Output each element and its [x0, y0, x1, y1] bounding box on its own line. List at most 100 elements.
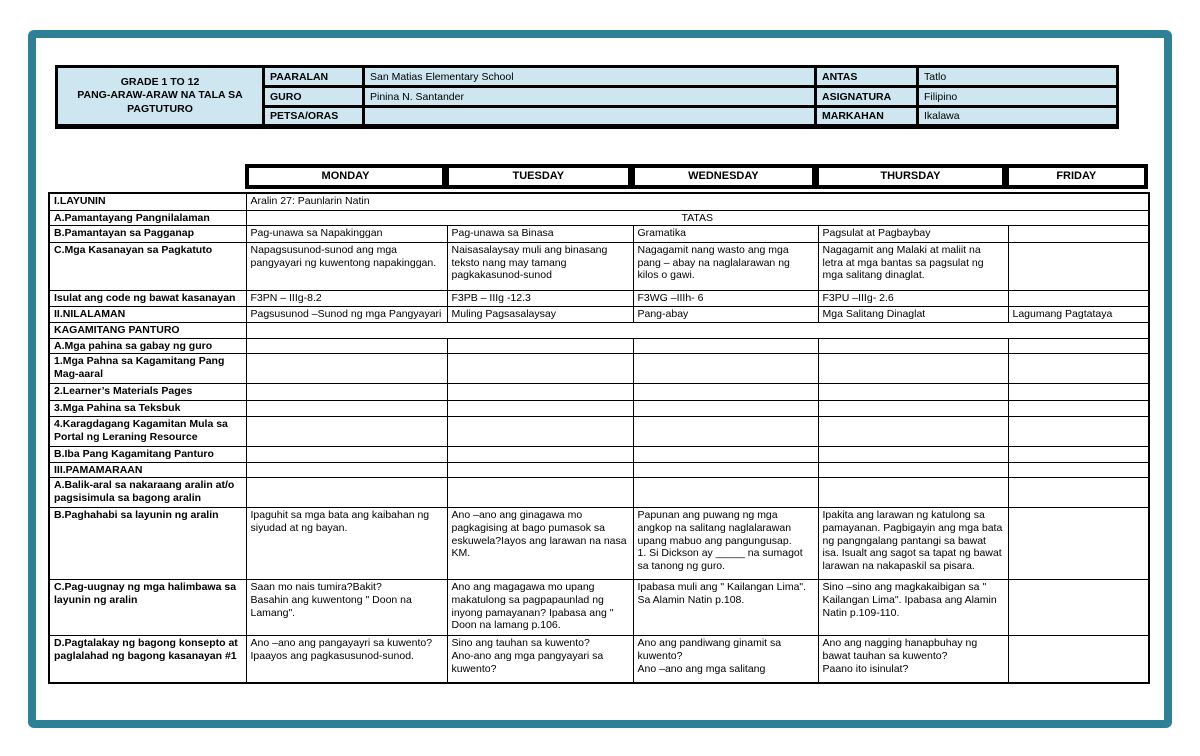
field-label-paaralan: PAARALAN — [262, 65, 365, 88]
row-label: II.NILALAMAN — [48, 306, 247, 323]
table-row: 1.Mga Pahna sa Kagamitang Pang Mag-aaral — [48, 353, 1150, 385]
day-header-wednesday: WEDNESDAY — [634, 168, 813, 185]
field-label-markahan: MARKAHAN — [814, 105, 919, 128]
table-row: 4.Karagdagang Kagamitan Mula sa Portal n… — [48, 416, 1150, 448]
day-cell: Napagsusunod-sunod ang mga pangyayari ng… — [245, 242, 448, 292]
day-cell — [632, 416, 819, 448]
day-cell: Ano ang magagawa mo upang makatulong sa … — [446, 579, 634, 637]
day-cell — [245, 446, 448, 463]
field-value-markahan: Ikalawa — [916, 105, 1119, 128]
row-label: KAGAMITANG PANTURO — [48, 321, 247, 339]
day-cell: Pang-abay — [632, 306, 819, 323]
table-row: III.PAMAMARAAN — [48, 461, 1150, 479]
row-span-cell: TATAS — [245, 209, 1150, 227]
day-cell — [1007, 635, 1150, 684]
field-label-petsa-oras: PETSA/ORAS — [262, 105, 365, 128]
day-cell: F3PN – IIIg-8.2 — [245, 290, 448, 308]
day-cell: Pag-unawa sa Napakinggan — [245, 225, 448, 244]
day-cell — [446, 461, 634, 479]
day-cell: Gramatika — [632, 225, 819, 244]
row-label: 3.Mga Pahina sa Teksbuk — [48, 400, 247, 418]
table-row: I.LAYUNIN Aralin 27: Paunlarin Natin — [48, 192, 1150, 211]
day-cell — [446, 446, 634, 463]
day-cell — [1007, 477, 1150, 509]
row-span-cell — [245, 321, 1150, 339]
day-cell — [1007, 507, 1150, 581]
row-label: 1.Mga Pahna sa Kagamitang Pang Mag-aaral — [48, 353, 247, 385]
day-cell — [632, 477, 819, 509]
row-label: D.Pagtalakay ng bagong konsepto at pagla… — [48, 635, 247, 684]
day-cell — [245, 353, 448, 385]
day-cell — [245, 477, 448, 509]
day-cell — [1007, 225, 1150, 244]
header-row: PETSA/ORAS MARKAHAN Ikalawa — [57, 105, 1119, 128]
table-row: B.Iba Pang Kagamitang Panturo — [48, 446, 1150, 463]
day-cell — [817, 383, 1009, 402]
day-cell — [1007, 461, 1150, 479]
table-row: A.Balik-aral sa nakaraang aralin at/o pa… — [48, 477, 1150, 509]
day-cell — [446, 477, 634, 509]
field-value-asignatura: Filipino — [916, 85, 1119, 108]
day-cell — [1007, 242, 1150, 292]
day-cell — [1007, 400, 1150, 418]
day-cell — [1007, 383, 1150, 402]
row-label: A.Mga pahina sa gabay ng guro — [48, 337, 247, 355]
table-row: Isulat ang code ng bawat kasanayan F3PN –… — [48, 290, 1150, 308]
day-cell — [245, 400, 448, 418]
document-title: GRADE 1 TO 12 PANG-ARAW-ARAW NA TALA SA … — [55, 65, 265, 128]
day-header-tuesday: TUESDAY — [448, 168, 628, 185]
table-row: B.Pamantayan sa Pagganap Pag-unawa sa Nap… — [48, 225, 1150, 244]
table-row: II.NILALAMAN Pagsusunod –Sunod ng mga Pan… — [48, 306, 1150, 323]
days-header-band: MONDAY TUESDAY WEDNESDAY THURSDAY FRIDAY — [245, 164, 1148, 189]
day-cell — [446, 416, 634, 448]
day-cell: Nagagamit ang Malaki at maliit na letra … — [817, 242, 1009, 292]
day-header-friday: FRIDAY — [1008, 168, 1144, 185]
table-row: KAGAMITANG PANTURO — [48, 321, 1150, 339]
day-cell — [1007, 446, 1150, 463]
field-value-paaralan: San Matias Elementary School — [362, 65, 817, 88]
day-cell: Saan mo nais tumira?Bakit? Basahin ang k… — [245, 579, 448, 637]
day-cell — [446, 400, 634, 418]
table-row: C.Pag-uugnay ng mga halimbawa sa layunin… — [48, 579, 1150, 637]
day-cell: Naisasalaysay muli ang binasang teksto n… — [446, 242, 634, 292]
day-cell — [632, 400, 819, 418]
day-header-thursday: THURSDAY — [819, 168, 1002, 185]
row-label: A.Pamantayang Pangnilalaman — [48, 209, 247, 227]
day-cell — [446, 337, 634, 355]
table-row: A.Mga pahina sa gabay ng guro — [48, 337, 1150, 355]
day-cell: Sino –sino ang magkakaibigan sa " Kailan… — [817, 579, 1009, 637]
row-label: C.Pag-uugnay ng mga halimbawa sa layunin… — [48, 579, 247, 637]
row-label: A.Balik-aral sa nakaraang aralin at/o pa… — [48, 477, 247, 509]
row-span-cell: Aralin 27: Paunlarin Natin — [245, 192, 1150, 211]
lesson-plan-table: I.LAYUNIN Aralin 27: Paunlarin Natin A.Pam… — [48, 192, 1151, 684]
day-cell: Papunan ang puwang ng mga angkop na sali… — [632, 507, 819, 581]
row-label: III.PAMAMARAAN — [48, 461, 247, 479]
day-cell — [446, 383, 634, 402]
day-cell: Pagsulat at Pagbaybay — [817, 225, 1009, 244]
row-label: I.LAYUNIN — [48, 192, 247, 211]
day-cell — [632, 337, 819, 355]
day-cell: Ano ang pandiwang ginamit sa kuwento? An… — [632, 635, 819, 684]
field-value-guro: Pinina N. Santander — [362, 85, 817, 108]
day-cell: F3PU –IIIg- 2.6 — [817, 290, 1009, 308]
day-cell — [1007, 416, 1150, 448]
row-label: C.Mga Kasanayan sa Pagkatuto — [48, 242, 247, 292]
day-cell — [817, 416, 1009, 448]
day-cell: Ano –ano ang ginagawa mo pagkagising at … — [446, 507, 634, 581]
day-cell: Sino ang tauhan sa kuwento? Ano-ano ang … — [446, 635, 634, 684]
day-cell — [817, 461, 1009, 479]
day-cell — [632, 383, 819, 402]
lesson-plan-body: I.LAYUNIN Aralin 27: Paunlarin Natin A.Pam… — [48, 192, 1150, 684]
day-cell: Ano –ano ang pangayayri sa kuwento? Ipaa… — [245, 635, 448, 684]
row-label: 2.Learner’s Materials Pages — [48, 383, 247, 402]
day-cell: Ipabasa muli ang " Kailangan Lima". Sa A… — [632, 579, 819, 637]
header-row: GRADE 1 TO 12 PANG-ARAW-ARAW NA TALA SA … — [55, 65, 1119, 128]
day-cell — [245, 383, 448, 402]
day-cell: Ipaguhit sa mga bata ang kaibahan ng siy… — [245, 507, 448, 581]
table-row: C.Mga Kasanayan sa Pagkatuto Napagsusunod… — [48, 242, 1150, 292]
day-cell — [632, 446, 819, 463]
document-title-line1: GRADE 1 TO 12 — [120, 76, 200, 89]
day-cell — [817, 477, 1009, 509]
day-cell — [1007, 290, 1150, 308]
table-row: B.Paghahabi sa layunin ng aralin Ipaguhit… — [48, 507, 1150, 581]
